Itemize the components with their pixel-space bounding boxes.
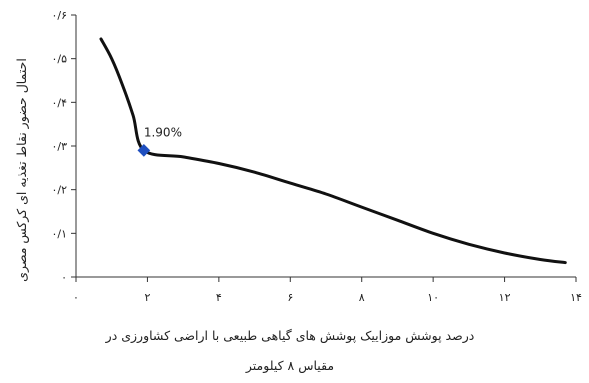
y-axis-title: احتمال حضور نقاط تغذیه ای کرکس مصری [14,58,30,282]
x-tick-label: ۰ [73,291,79,304]
x-tick-label: ۲ [144,291,150,304]
x-tick-label: ۱۰ [427,291,439,304]
marker-point [137,144,151,157]
x-axis-title-line-2: مقیاس ۸ کیلومتر [245,358,334,374]
marker-label: 1.90% [144,125,182,139]
y-tick-label: ۰/۲ [51,184,67,197]
series-line [99,37,567,265]
y-tick-label: ۰ [61,271,67,284]
y-tick-label: ۰/۱ [51,227,67,240]
y-tick-label: ۰/۴ [51,96,67,109]
y-tick-label: ۰/۶ [51,9,67,22]
x-tick-label: ۶ [287,291,293,304]
x-tick-label: ۸ [359,291,365,304]
y-ticks: ۰ ۰/۱ ۰/۲ ۰/۳ ۰/۴ ۰/۵ ۰/۶ [51,9,76,284]
y-tick-label: ۰/۳ [51,140,67,153]
axes [75,15,576,278]
x-axis-title-line-1: درصد پوشش موزاییک پوشش های گیاهی طبیعی ب… [105,328,475,344]
x-tick-label: ۱۴ [570,291,582,304]
x-tick-label: ۱۲ [499,291,511,304]
x-ticks: ۰ ۲ ۴ ۶ ۸ ۱۰ ۱۲ ۱۴ [73,277,582,304]
x-tick-label: ۴ [216,291,222,304]
y-tick-label: ۰/۵ [51,53,67,66]
